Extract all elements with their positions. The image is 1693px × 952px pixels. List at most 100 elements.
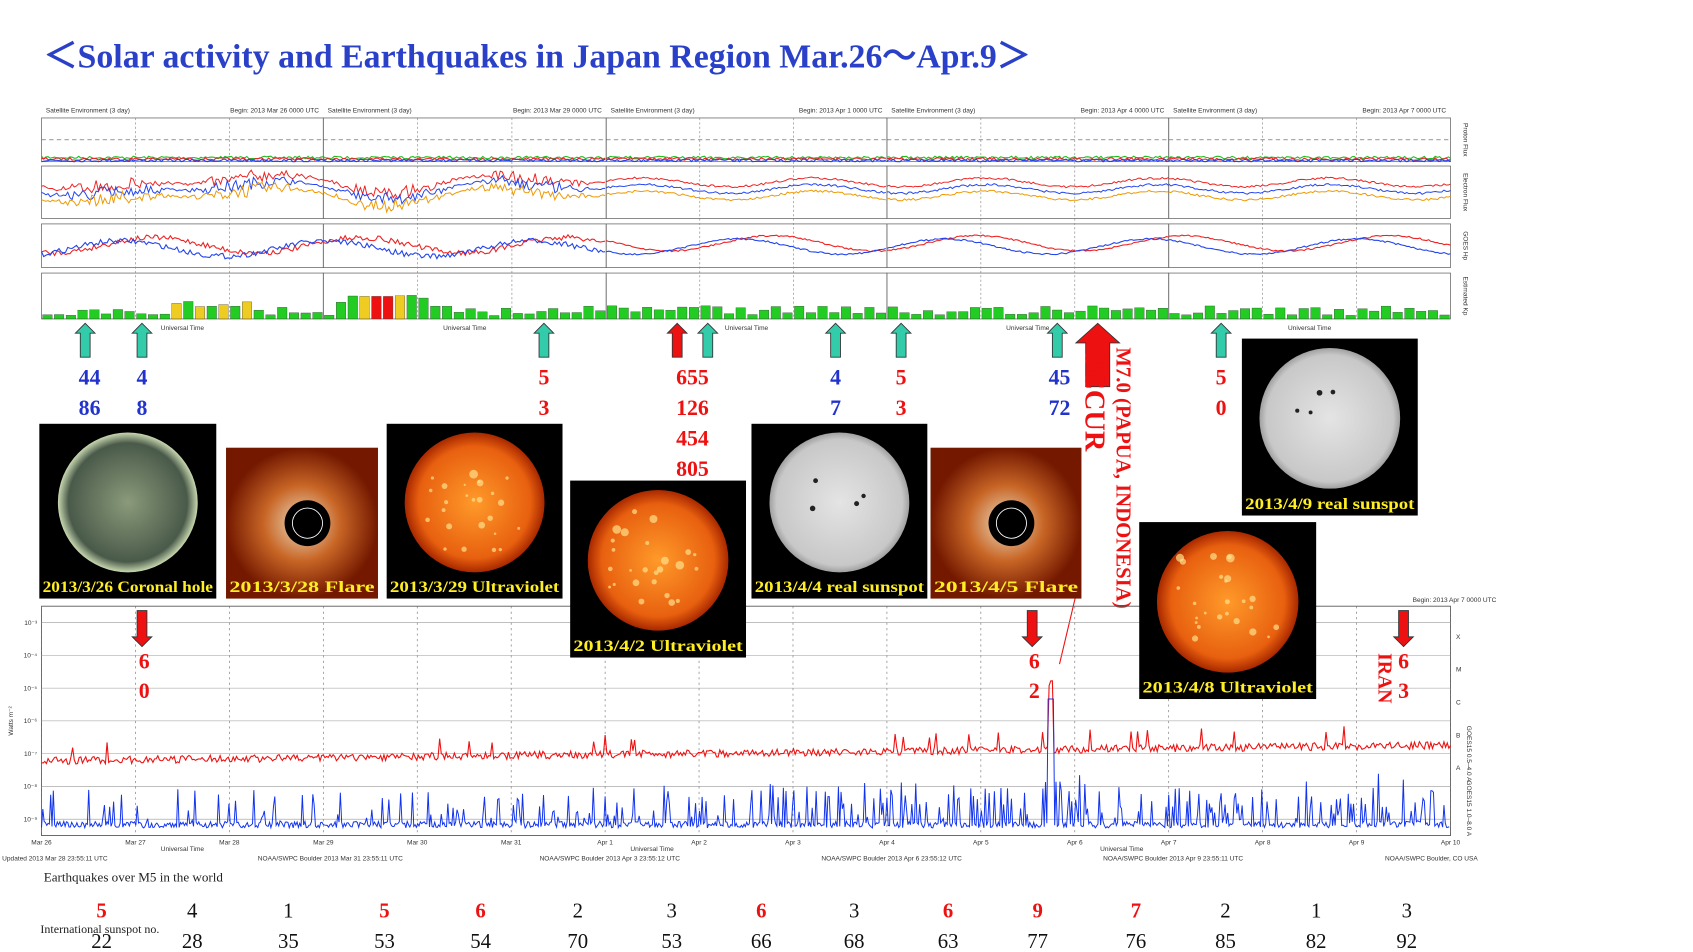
sunspot-count: 63 — [938, 931, 959, 952]
active-region — [1191, 635, 1199, 642]
active-region — [471, 498, 476, 502]
active-region — [1196, 625, 1201, 629]
kp-bar — [1040, 306, 1051, 320]
active-region — [476, 496, 483, 503]
kp-bar — [148, 314, 159, 320]
image-caption: 2013/3/28 Flare — [229, 579, 375, 596]
plot-frame — [322, 165, 607, 219]
kp-bar — [794, 306, 805, 320]
kp-bar — [1216, 313, 1227, 320]
active-region — [1224, 611, 1229, 616]
kp-bar — [1263, 314, 1274, 320]
hp-line — [41, 234, 324, 257]
active-region — [1249, 628, 1257, 636]
active-region — [638, 598, 645, 605]
image-panel: 2013/4/4 real sunspot — [751, 423, 928, 599]
kp-bar — [852, 313, 863, 320]
spot — [854, 501, 860, 507]
proton-line — [886, 158, 1169, 163]
active-region — [446, 523, 453, 530]
x-tick-label: Mar 26 — [31, 839, 52, 846]
footer: NOAA/SWPC Boulder, CO USA — [1385, 856, 1478, 863]
active-region — [653, 570, 659, 576]
kp-bar — [359, 296, 370, 320]
kp-bar — [1052, 309, 1063, 320]
kp-bar — [899, 312, 910, 320]
kp-bar — [1193, 312, 1204, 320]
kp-bar — [548, 308, 559, 320]
sunspot-count: 92 — [1396, 931, 1417, 952]
kp-bar — [1310, 307, 1321, 320]
quake-count: 5 — [379, 900, 389, 922]
plot-frame — [1168, 272, 1451, 320]
image-panel: 2013/4/9 real sunspot — [1241, 338, 1418, 516]
active-region — [694, 566, 699, 571]
kp-bar — [665, 310, 676, 320]
active-region — [632, 509, 638, 515]
proton-line — [605, 155, 887, 160]
kp-bar — [1357, 308, 1368, 320]
quake-label: 454 — [676, 427, 709, 451]
kp-bar — [864, 307, 875, 320]
quake-count: 9 — [1032, 900, 1042, 922]
sunspot-count: 85 — [1215, 931, 1236, 952]
series-label: GOES15 0.5–4.0 A — [1465, 726, 1472, 782]
kp-bar — [1204, 305, 1215, 320]
quake-label: 86 — [79, 396, 101, 420]
row-label: Estimated Kp — [1462, 277, 1469, 316]
kp-bar — [583, 306, 594, 320]
sun — [587, 489, 729, 631]
kp-bar — [1110, 310, 1121, 320]
active-region — [664, 592, 670, 599]
image-panel: 2013/3/26 Coronal hole — [39, 423, 217, 599]
quake-label: 8 — [137, 396, 148, 420]
class-label: M — [1456, 667, 1461, 674]
kp-bar — [1334, 309, 1344, 320]
electron-line — [606, 176, 886, 189]
kp-bar — [453, 312, 464, 320]
quake-count: 1 — [1311, 900, 1321, 922]
kp-bar — [1169, 313, 1180, 320]
sunspot-count: 70 — [567, 931, 588, 952]
y-tick-label: 10⁻³ — [24, 620, 38, 627]
kp-bar — [265, 314, 276, 320]
axis-label: Universal Time — [161, 325, 205, 332]
x-tick-label: Mar 28 — [219, 839, 240, 846]
panel-header: Satellite Environment (3 day) — [891, 108, 975, 115]
footer: NOAA/SWPC Boulder 2013 Apr 3 23:55:12 UT… — [540, 856, 681, 863]
electron-line — [606, 189, 886, 202]
kp-bar — [946, 311, 957, 320]
plot-frame — [886, 223, 1170, 268]
hp-line — [606, 234, 886, 253]
spot — [813, 478, 818, 484]
active-region — [493, 532, 497, 536]
active-region — [611, 548, 616, 552]
kp-bar — [1240, 308, 1250, 320]
active-region — [487, 515, 493, 521]
arrow — [824, 322, 847, 358]
quake-label: 5 — [896, 365, 907, 389]
y-tick-label: 10⁻⁹ — [24, 816, 38, 823]
proton-line — [605, 158, 886, 163]
active-region — [642, 567, 648, 573]
panel-begin: Begin: 2013 Apr 4 0000 UTC — [1081, 108, 1165, 115]
kp-bar — [42, 314, 53, 320]
kp-bar — [653, 309, 664, 320]
axis-label: Universal Time — [443, 325, 487, 332]
arrow — [1046, 322, 1069, 358]
kp-bar — [171, 303, 182, 320]
kp-bar — [829, 312, 840, 320]
axis-label: Universal Time — [1006, 325, 1050, 332]
electron-line — [1168, 176, 1451, 189]
kp-bar — [923, 310, 933, 320]
plot-frame — [1168, 223, 1451, 268]
active-region — [1267, 635, 1270, 639]
active-region — [491, 547, 497, 553]
axis-label: Universal Time — [630, 846, 674, 853]
kp-bar — [136, 313, 147, 320]
quake-label: 3 — [538, 396, 549, 420]
quake-count: 7 — [1131, 900, 1141, 922]
spot — [809, 505, 816, 512]
occulter — [284, 500, 331, 547]
kp-bar — [887, 306, 898, 320]
